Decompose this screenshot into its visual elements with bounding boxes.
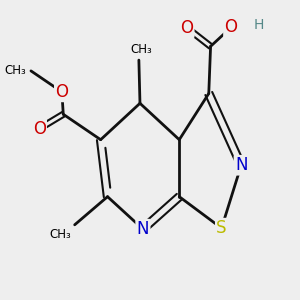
Text: N: N [137,220,149,238]
Text: N: N [235,156,247,174]
Text: O: O [55,83,68,101]
Text: CH₃: CH₃ [49,228,71,241]
Text: O: O [224,19,238,37]
Text: H: H [253,19,264,32]
Text: S: S [216,219,227,237]
Text: CH₃: CH₃ [4,64,26,77]
Text: CH₃: CH₃ [130,43,152,56]
Text: O: O [180,19,193,37]
Text: O: O [33,120,46,138]
